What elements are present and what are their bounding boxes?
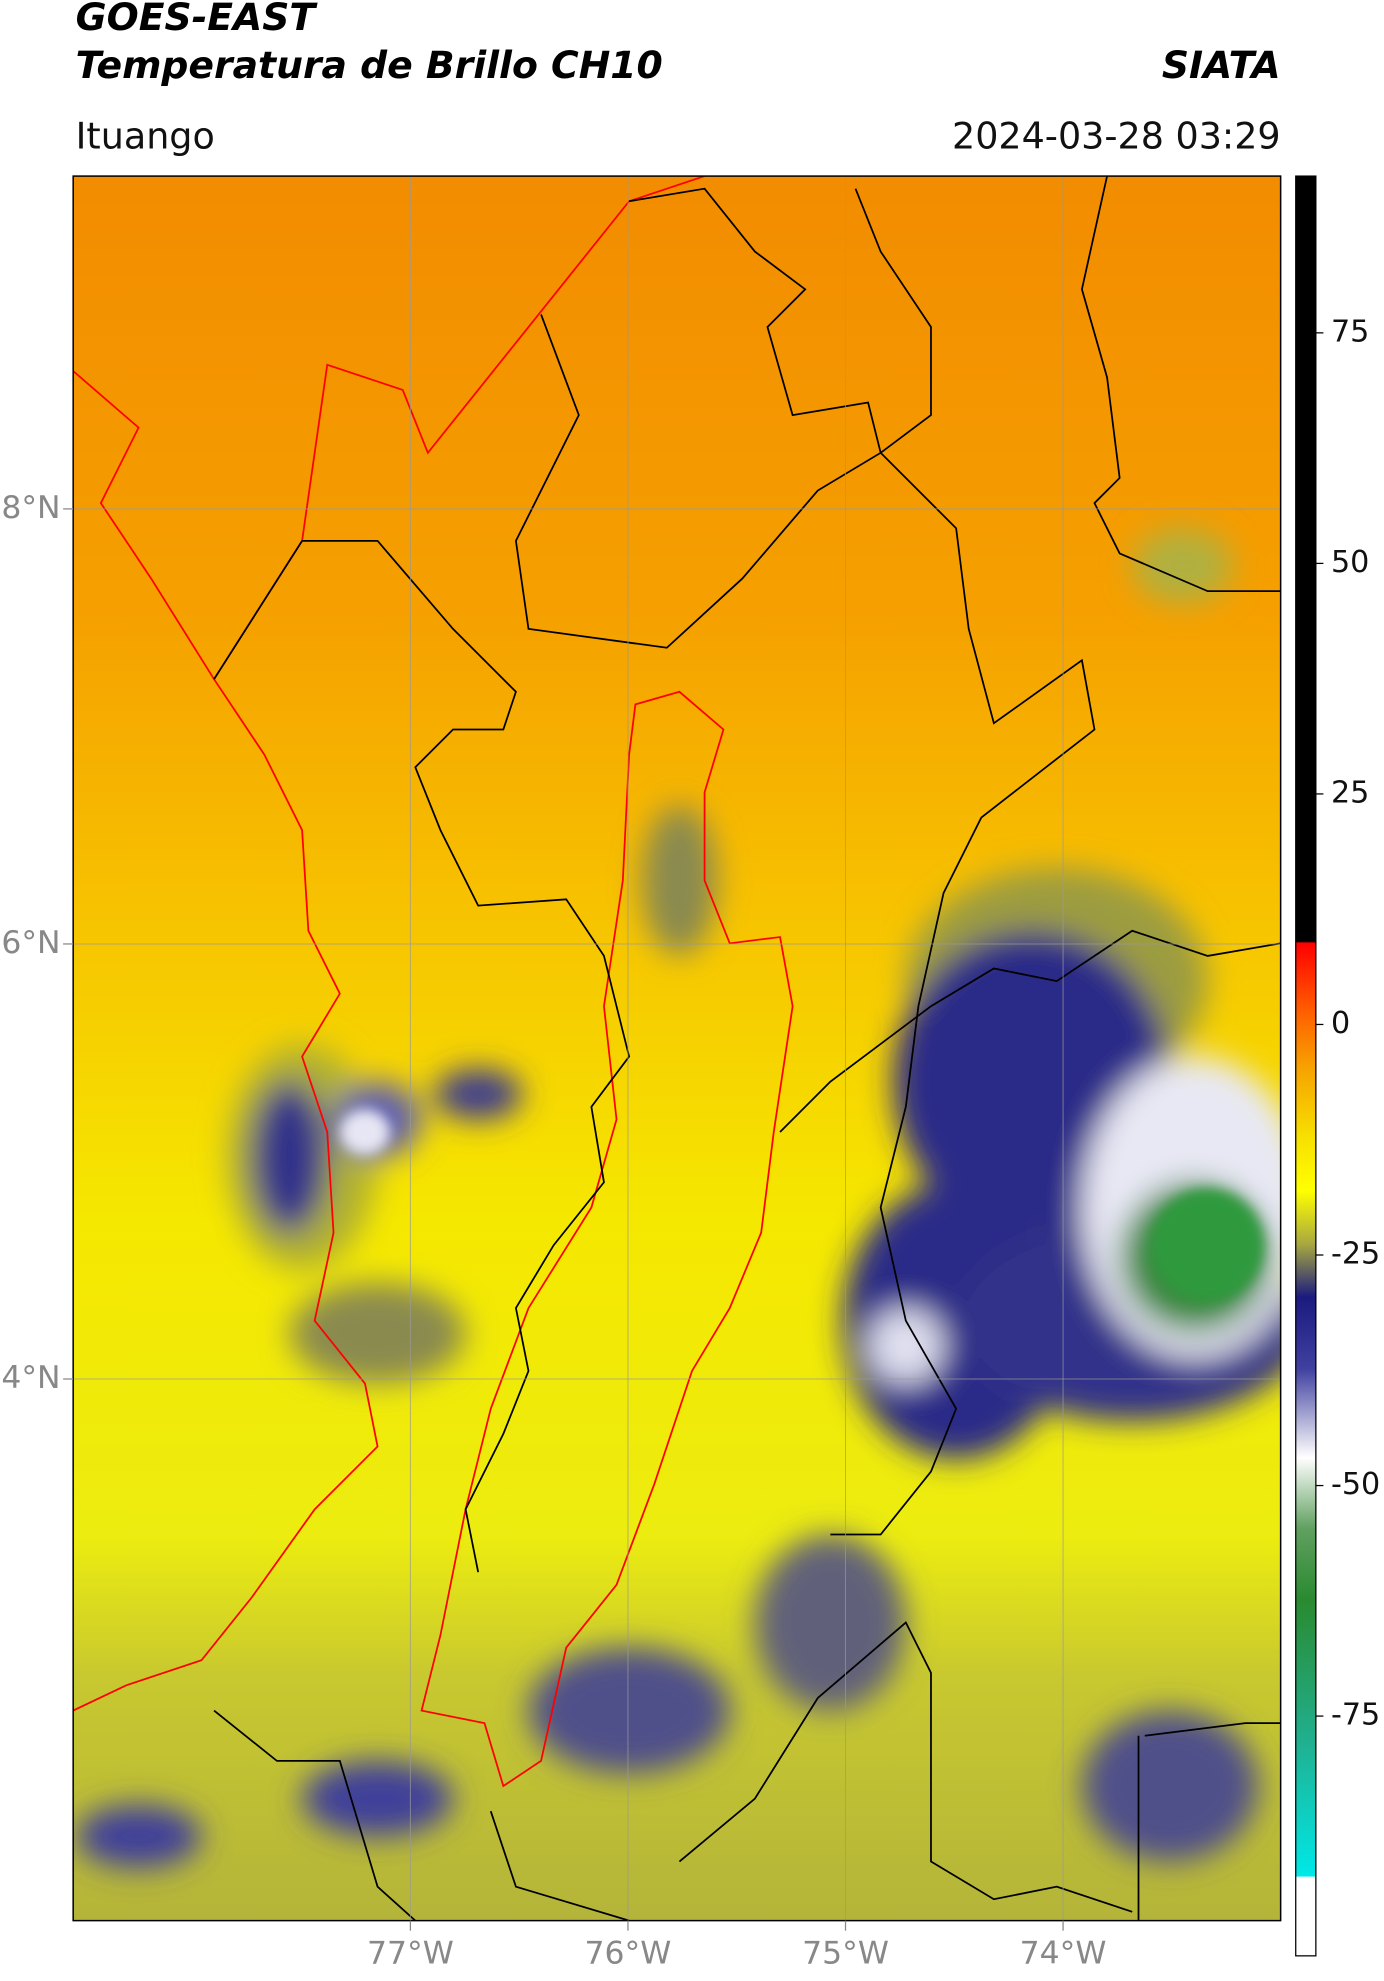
department-boundary (628, 187, 932, 455)
boundaries (73, 176, 1281, 1921)
department-boundary (515, 314, 1096, 1536)
colorbar-tick-label: 25 (1331, 775, 1369, 810)
department-boundary (779, 929, 1281, 1133)
department-boundary (213, 539, 631, 1573)
datetime: 2024-03-28 03:29 (952, 114, 1281, 157)
coastline (213, 176, 705, 680)
colorbar-tick-label: -50 (1331, 1467, 1380, 1502)
lon-tick-label: 74°W (1020, 1936, 1107, 1972)
title-line2: Temperatura de Brillo CH10 (76, 43, 663, 87)
colorbar-tick-label: 0 (1331, 1006, 1350, 1041)
lon-tick-label: 77°W (367, 1936, 454, 1972)
location: Ituango (76, 114, 215, 157)
department-boundary (420, 690, 794, 1788)
department-boundary (1081, 176, 1281, 593)
lat-tick-label: 4°N (1, 1360, 60, 1396)
organization: SIATA (1162, 43, 1281, 87)
map-image (73, 176, 1281, 1921)
lon-tick-label: 75°W (802, 1936, 889, 1972)
lat-tick-label: 6°N (1, 925, 60, 961)
map-frame (72, 175, 1282, 1922)
lon-tick-label: 76°W (585, 1936, 672, 1972)
graticule (73, 176, 1281, 1921)
coastline (73, 370, 379, 1712)
colorbar-tick-label: -75 (1331, 1698, 1380, 1733)
colorbar-tick-label: 75 (1331, 314, 1369, 349)
title-line1: GOES-EAST (76, 0, 319, 39)
department-boundary (1137, 1722, 1281, 1921)
department-boundary (213, 1621, 1133, 1921)
colorbar (1295, 175, 1317, 1957)
colorbar-tick-label: -25 (1331, 1237, 1380, 1272)
colorbar-tick-label: 50 (1331, 545, 1369, 580)
lat-tick-label: 8°N (1, 490, 60, 526)
